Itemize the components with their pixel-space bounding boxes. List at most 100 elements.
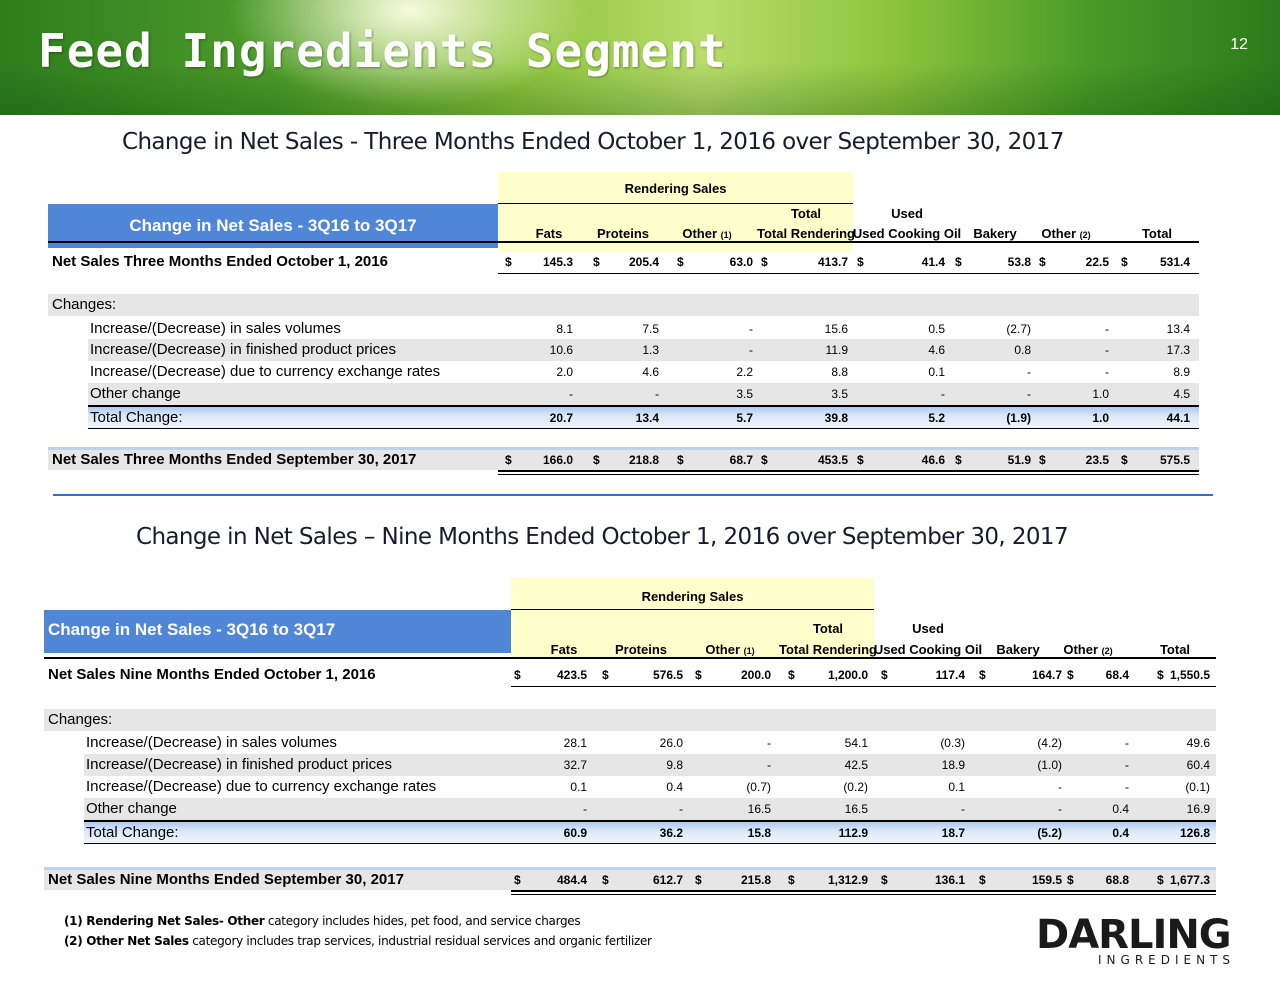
change-row-value: 16.5 bbox=[844, 802, 868, 816]
column-header: Bakery bbox=[996, 642, 1040, 657]
darling-logo: DARLING INGREDIENTS bbox=[1036, 912, 1236, 972]
change-row-value: - bbox=[1027, 387, 1031, 401]
change-row-value: 2.2 bbox=[736, 365, 753, 379]
end-row-value: 484.4 bbox=[556, 873, 587, 887]
dollar-sign: $ bbox=[1157, 873, 1164, 887]
dollar-sign: $ bbox=[695, 873, 702, 887]
change-row-value: 2.0 bbox=[556, 365, 573, 379]
total-change-value: 112.9 bbox=[838, 826, 868, 840]
footnote-ref: (1) bbox=[743, 646, 755, 656]
change-row-value: 54.1 bbox=[844, 736, 868, 750]
change-row-value: 16.9 bbox=[1186, 802, 1210, 816]
changes-label: Changes: bbox=[48, 711, 113, 728]
end-row-label: Net Sales Nine Months Ended September 30… bbox=[48, 871, 404, 888]
change-row-value: 16.5 bbox=[747, 802, 771, 816]
rendering-sales-rule bbox=[511, 609, 874, 610]
change-row-value: 8.8 bbox=[831, 365, 848, 379]
end-row-band bbox=[44, 870, 1216, 890]
end-row-rule bbox=[498, 470, 1199, 472]
footnote-1-text: category includes hides, pet food, and s… bbox=[264, 914, 581, 928]
change-row-value: - bbox=[767, 736, 771, 750]
dollar-sign: $ bbox=[514, 668, 521, 682]
row-band bbox=[84, 798, 1216, 820]
column-header: Used Cooking Oil bbox=[852, 226, 962, 241]
dollar-sign: $ bbox=[505, 453, 512, 467]
change-row-value: 42.5 bbox=[844, 758, 868, 772]
change-row-value: (0.2) bbox=[843, 780, 868, 794]
total-change-value: 60.9 bbox=[563, 826, 587, 840]
change-row-value: 32.7 bbox=[563, 758, 587, 772]
footnote-2-text: category includes trap services, industr… bbox=[188, 934, 652, 948]
end-row-rule-double bbox=[498, 474, 1199, 475]
change-row-value: - bbox=[1058, 802, 1062, 816]
footnote-ref: (2) bbox=[1079, 230, 1091, 240]
table-title-block bbox=[48, 204, 498, 248]
total-change-label: Total Change: bbox=[86, 824, 179, 841]
start-row-rule bbox=[498, 273, 1199, 274]
change-row-value: (0.7) bbox=[746, 780, 771, 794]
total-change-value: 5.2 bbox=[928, 411, 945, 425]
changes-band bbox=[48, 294, 1199, 316]
end-row-value: 1,677.3 bbox=[1169, 873, 1210, 887]
change-row-label: Other change bbox=[90, 385, 181, 402]
footnote-ref: (1) bbox=[720, 230, 732, 240]
total-change-band bbox=[84, 821, 1216, 843]
dollar-sign: $ bbox=[1039, 255, 1046, 269]
start-row-value: 145.3 bbox=[542, 255, 573, 269]
footnote-1: (1) Rendering Net Sales- Other category … bbox=[64, 914, 581, 928]
column-header: Total bbox=[1159, 642, 1191, 657]
dollar-sign: $ bbox=[1157, 668, 1164, 682]
dollar-sign: $ bbox=[881, 873, 888, 887]
change-row-value: - bbox=[1105, 322, 1109, 336]
footnote-1-ref: (1) Rendering Net Sales- Other bbox=[64, 914, 265, 928]
change-row-value: - bbox=[1105, 343, 1109, 357]
dollar-sign: $ bbox=[955, 453, 962, 467]
change-row-value: - bbox=[1125, 736, 1129, 750]
dollar-sign: $ bbox=[788, 668, 795, 682]
change-row-value: 1.3 bbox=[642, 343, 659, 357]
end-row-value: 453.5 bbox=[817, 453, 848, 467]
end-row-rule bbox=[511, 890, 1216, 892]
change-row-label: Other change bbox=[86, 800, 177, 817]
change-row-value: - bbox=[569, 387, 573, 401]
change-row-value: 9.8 bbox=[666, 758, 683, 772]
change-row-value: 0.4 bbox=[666, 780, 683, 794]
change-row-value: - bbox=[1125, 758, 1129, 772]
change-row-value: 60.4 bbox=[1186, 758, 1210, 772]
change-row-label: Increase/(Decrease) in finished product … bbox=[90, 341, 396, 358]
end-row-value: 51.9 bbox=[1007, 453, 1031, 467]
rendering-sales-box bbox=[498, 172, 853, 252]
header-banner: Feed Ingredients Segment 12 bbox=[0, 0, 1280, 115]
end-row-label: Net Sales Three Months Ended September 3… bbox=[52, 451, 417, 468]
column-header: Bakery bbox=[973, 226, 1017, 241]
change-row-value: - bbox=[1125, 780, 1129, 794]
change-row-value: 28.1 bbox=[563, 736, 587, 750]
total-change-value: 5.7 bbox=[736, 411, 753, 425]
dollar-sign: $ bbox=[505, 255, 512, 269]
end-row-value: 215.8 bbox=[740, 873, 771, 887]
start-row-value: 1,550.5 bbox=[1169, 668, 1210, 682]
rendering-sales-rule bbox=[498, 203, 853, 204]
change-row-value: (2.7) bbox=[1006, 322, 1031, 336]
header-rule bbox=[48, 241, 1199, 243]
change-row-value: - bbox=[1105, 365, 1109, 379]
footnote-2: (2) Other Net Sales category includes tr… bbox=[64, 934, 652, 948]
change-row-value: 49.6 bbox=[1186, 736, 1210, 750]
start-row-value: 164.7 bbox=[1031, 668, 1062, 682]
total-change-value: 36.2 bbox=[659, 826, 683, 840]
total-change-value: 44.1 bbox=[1166, 411, 1190, 425]
change-row-value: 3.5 bbox=[831, 387, 848, 401]
change-row-value: - bbox=[941, 387, 945, 401]
column-header-line1: Used bbox=[891, 206, 923, 221]
banner-shade bbox=[0, 0, 1280, 115]
total-change-rule-bottom bbox=[88, 428, 1199, 429]
change-row-value: - bbox=[767, 758, 771, 772]
dollar-sign: $ bbox=[788, 873, 795, 887]
end-row-value: 136.1 bbox=[934, 873, 965, 887]
section-title-three-months: Change in Net Sales - Three Months Ended… bbox=[122, 129, 1064, 155]
column-header: Proteins bbox=[596, 226, 649, 241]
total-change-rule-bottom bbox=[84, 843, 1216, 844]
change-row-value: (1.0) bbox=[1037, 758, 1062, 772]
end-row-top-band bbox=[48, 447, 1199, 450]
dollar-sign: $ bbox=[677, 453, 684, 467]
